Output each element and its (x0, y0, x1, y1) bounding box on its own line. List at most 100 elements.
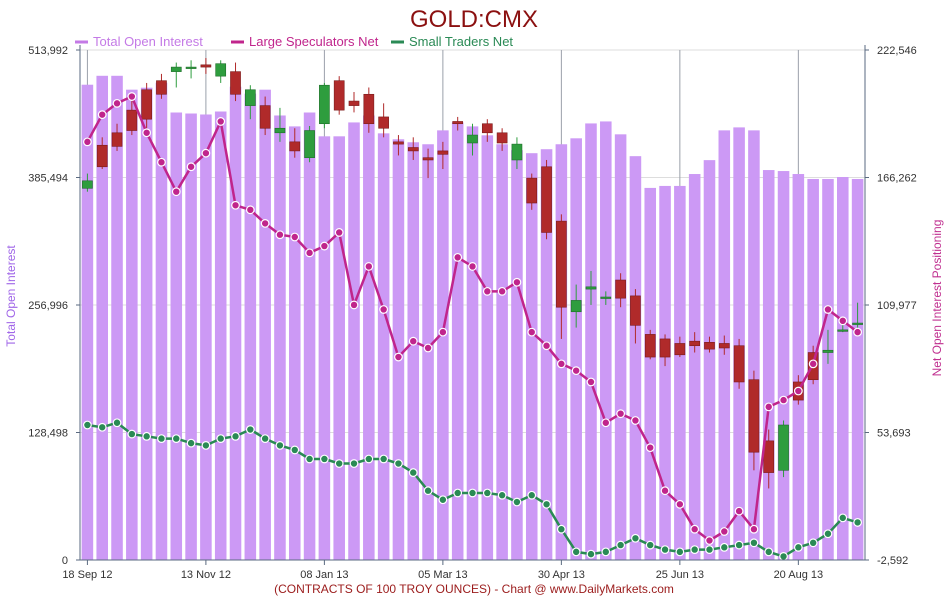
large-speculators-point (719, 527, 729, 536)
small-traders-point (660, 545, 670, 554)
small-traders-point (112, 418, 122, 428)
oi-bar (688, 174, 701, 560)
oi-bar (185, 113, 197, 560)
small-traders-point (675, 547, 685, 557)
candlestick (319, 84, 330, 125)
oi-bar (540, 149, 553, 560)
candlestick (230, 71, 241, 95)
candlestick (244, 89, 256, 106)
small-traders-point (631, 533, 640, 543)
candlestick (259, 105, 271, 129)
small-traders-point (527, 490, 537, 500)
left-axis-title: Total Open Interest (4, 245, 18, 347)
legend-item-large-speculators-net[interactable]: Large Speculators Net (249, 34, 379, 49)
large-speculators-point (705, 536, 714, 545)
oi-bar (481, 135, 494, 560)
large-speculators-point (468, 262, 477, 271)
small-traders-point (334, 459, 344, 468)
candlestick (437, 150, 449, 155)
candlestick (82, 180, 93, 189)
candlestick (659, 338, 671, 358)
oi-bar (451, 122, 464, 560)
large-speculators-point (97, 110, 107, 120)
candlestick (378, 116, 389, 129)
small-traders-point (260, 434, 270, 443)
legend: Total Open Interest Large Speculators Ne… (75, 34, 513, 49)
oi-bar (585, 123, 597, 560)
series-lines (83, 92, 862, 561)
oi-bar (748, 130, 760, 560)
large-speculators-point (112, 98, 122, 108)
large-speculators-point (497, 286, 507, 296)
candlestick (556, 220, 567, 308)
legend-item-total-open-interest[interactable]: Total Open Interest (93, 34, 203, 49)
right-tick-label: -2,592 (877, 555, 908, 567)
candlestick (630, 295, 641, 326)
small-traders-point (719, 542, 729, 552)
large-speculators-point (616, 409, 626, 419)
oi-bar (851, 178, 864, 560)
small-traders-point (645, 540, 655, 550)
large-speculators-point (660, 486, 670, 496)
oi-bar (837, 176, 849, 560)
right-tick-label: 109,977 (877, 300, 917, 312)
large-speculators-point (305, 248, 314, 258)
large-speculators-point (438, 327, 448, 337)
large-speculators-point (157, 157, 166, 167)
large-speculators-point (645, 443, 655, 453)
candlestick (511, 143, 523, 161)
candlestick (852, 322, 863, 325)
oi-bar (126, 89, 138, 560)
legend-item-small-traders-net[interactable]: Small Traders Net (409, 34, 513, 49)
candlestick (348, 100, 360, 106)
x-tick-label: 30 Apr 13 (538, 569, 585, 581)
large-speculators-point (201, 148, 211, 158)
small-traders-point (542, 499, 551, 509)
oi-bar (259, 89, 271, 560)
oi-bar (674, 185, 686, 560)
large-speculators-point (290, 232, 300, 242)
candlestick (467, 134, 478, 144)
oi-bar (274, 115, 286, 560)
large-speculators-point (408, 336, 418, 346)
oi-bar (155, 82, 168, 560)
large-speculators-point (349, 300, 359, 310)
oi-bar (496, 144, 508, 561)
small-traders-point (749, 538, 759, 548)
candlestick (200, 64, 212, 68)
candlestick (496, 132, 508, 144)
large-speculators-point (601, 418, 611, 428)
candlestick (156, 80, 167, 95)
large-speculators-point (675, 499, 685, 509)
small-traders-point (734, 540, 744, 550)
small-traders-point (186, 438, 196, 448)
candlestick (185, 66, 197, 69)
small-traders-point (512, 497, 522, 507)
small-traders-point (823, 529, 833, 539)
small-traders-point (423, 486, 433, 496)
small-traders-point (83, 420, 92, 430)
large-speculators-point (631, 416, 640, 425)
small-traders-point (571, 547, 581, 557)
small-traders-point (201, 440, 211, 450)
large-speculators-point (853, 327, 862, 337)
small-traders-point (586, 549, 596, 559)
right-tick-label: 53,693 (877, 427, 911, 439)
oi-bar (111, 75, 123, 560)
candlestick (274, 127, 286, 134)
oi-bar (303, 112, 316, 561)
left-tick-label: 0 (62, 555, 68, 567)
oi-bar (525, 153, 538, 560)
small-traders-point (705, 545, 714, 554)
chart-title: GOLD:CMX (410, 6, 538, 33)
candlestick (526, 177, 538, 204)
candlestick (704, 342, 715, 350)
oi-bar (762, 170, 775, 560)
large-speculators-point (275, 230, 285, 240)
oi-bar (407, 142, 420, 560)
large-speculators-point (734, 506, 744, 516)
large-speculators-point (808, 359, 818, 369)
small-traders-point (482, 488, 492, 498)
small-traders-point (349, 459, 359, 468)
